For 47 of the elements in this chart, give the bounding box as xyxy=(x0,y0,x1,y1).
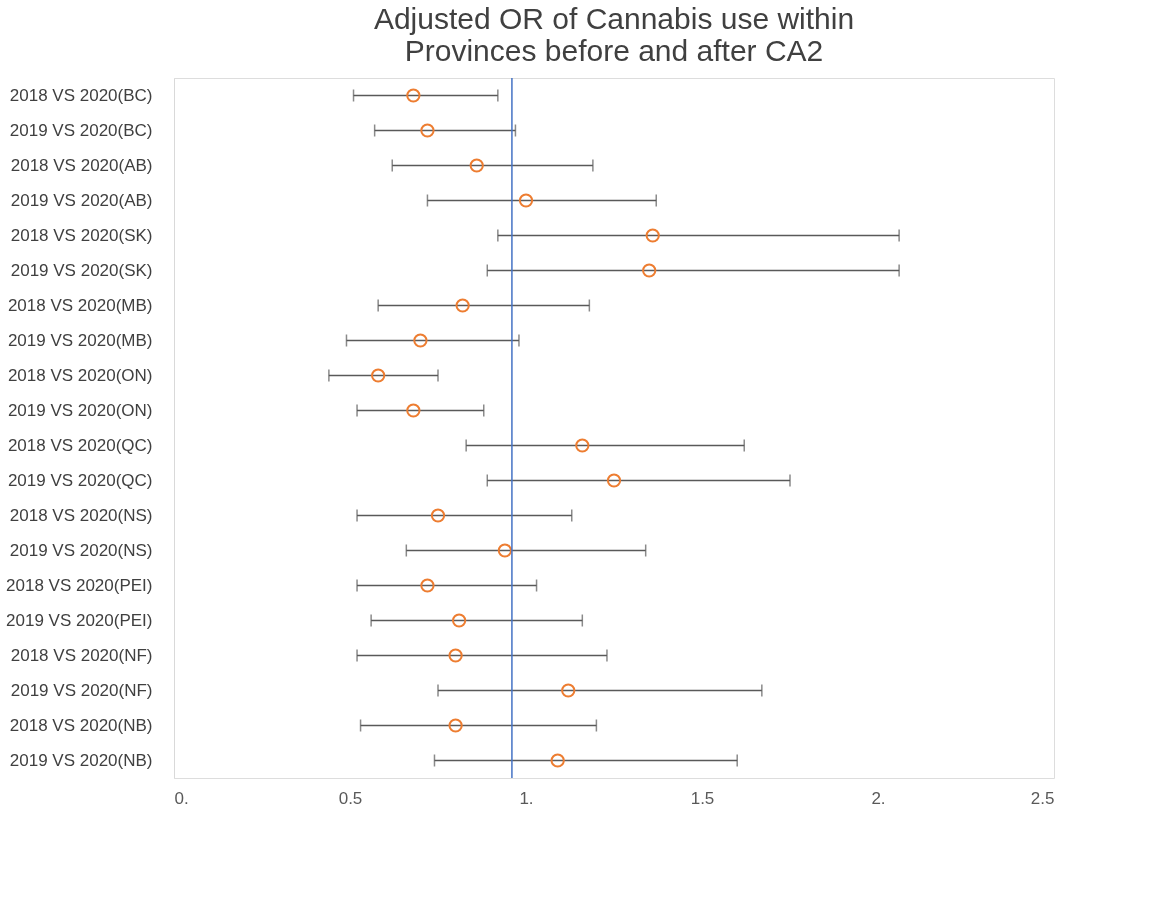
y-tick-label: 2019 VS 2020(BC) xyxy=(9,120,153,140)
y-tick-label: 2018 VS 2020(ON) xyxy=(7,365,153,385)
y-tick-label: 2018 VS 2020(QC) xyxy=(7,435,153,455)
y-tick-label: 2019 VS 2020(NF) xyxy=(10,680,153,700)
y-tick-label: 2019 VS 2020(QC) xyxy=(7,470,153,490)
y-tick-label: 2018 VS 2020(BC) xyxy=(9,85,153,105)
point xyxy=(455,298,470,313)
x-tick-label: 0.5 xyxy=(338,788,363,808)
y-tick-label: 2018 VS 2020(NF) xyxy=(10,645,153,665)
point xyxy=(406,403,421,418)
point xyxy=(371,368,386,383)
y-tick-label: 2018 VS 2020(AB) xyxy=(10,155,153,175)
point xyxy=(452,613,467,628)
point xyxy=(561,683,576,698)
point xyxy=(413,333,428,348)
point xyxy=(406,88,421,103)
point xyxy=(642,263,657,278)
x-tick-label: 2. xyxy=(871,788,886,808)
y-tick-label: 2019 VS 2020(NB) xyxy=(9,750,153,770)
y-tick-label: 2018 VS 2020(MB) xyxy=(7,295,153,315)
y-tick-label: 2019 VS 2020(NS) xyxy=(9,540,153,560)
y-tick-label: 2018 VS 2020(NS) xyxy=(9,505,153,525)
point xyxy=(420,578,435,593)
y-tick-label: 2019 VS 2020(AB) xyxy=(10,190,153,210)
x-tick-label: 2.5 xyxy=(1030,788,1055,808)
y-tick-label: 2018 VS 2020(PEI) xyxy=(6,575,153,595)
point xyxy=(497,543,512,558)
point xyxy=(469,158,484,173)
chart-title: Adjusted OR of Cannabis use within Provinces before and after CA2 xyxy=(373,2,855,68)
y-tick-label: 2019 VS 2020(PEI) xyxy=(6,610,153,630)
point xyxy=(448,648,463,663)
y-tick-label: 2018 VS 2020(SK) xyxy=(10,225,153,245)
x-tick-label: 0. xyxy=(174,788,189,808)
point xyxy=(645,228,660,243)
y-tick-label: 2018 VS 2020(NB) xyxy=(9,715,153,735)
point xyxy=(606,473,622,488)
x-tick-label: 1.5 xyxy=(690,788,715,808)
point xyxy=(575,438,590,453)
y-tick-label: 2019 VS 2020(MB) xyxy=(7,330,153,350)
point xyxy=(550,753,565,768)
point xyxy=(430,508,446,523)
y-tick-label: 2019 VS 2020(ON) xyxy=(7,400,153,420)
point xyxy=(518,193,534,208)
point xyxy=(448,718,463,733)
x-tick-label: 1. xyxy=(519,788,534,808)
y-tick-label: 2019 VS 2020(SK) xyxy=(10,260,153,280)
point xyxy=(420,123,435,138)
